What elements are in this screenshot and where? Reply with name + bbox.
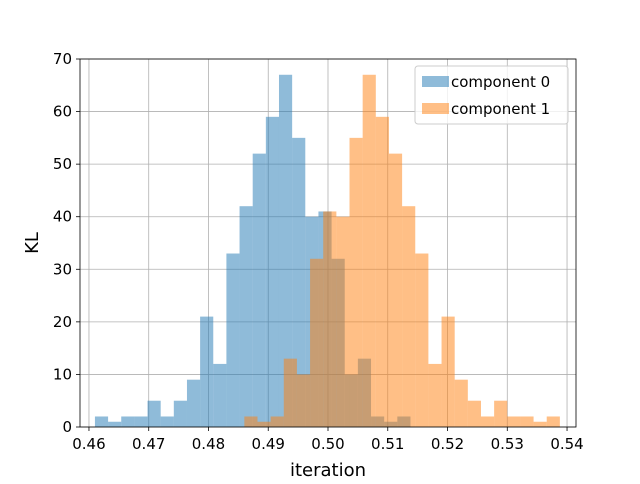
histogram-bar (283, 358, 297, 427)
histogram-bar (252, 153, 266, 427)
histogram-bar (160, 416, 174, 427)
histogram-bar (415, 253, 429, 427)
x-tick-label: 0.50 (311, 435, 344, 453)
histogram-bar (310, 258, 324, 427)
bars (94, 74, 560, 428)
x-tick-label: 0.53 (491, 435, 524, 453)
x-tick-label: 0.49 (252, 435, 285, 453)
histogram-bar (186, 379, 201, 427)
histogram-bar (200, 316, 214, 427)
histogram-bar (480, 416, 495, 427)
x-axis-label: iteration (290, 460, 366, 480)
y-axis-label: KL (22, 232, 43, 254)
y-tick-label: 50 (53, 155, 72, 173)
histogram-bar (533, 421, 547, 427)
histogram-bar (375, 116, 389, 427)
y-tick-label: 0 (62, 418, 72, 436)
x-tick-label: 0.54 (550, 435, 583, 453)
histogram-bar (402, 206, 416, 427)
x-tick-label: 0.48 (192, 435, 225, 453)
histogram-bar (362, 74, 376, 428)
x-tick-label: 0.52 (431, 435, 464, 453)
legend-label: component 0 (451, 73, 550, 91)
histogram-bar (213, 363, 227, 427)
histogram-bar (292, 137, 306, 427)
legend-box (414, 65, 569, 125)
histogram-bar (108, 421, 122, 427)
histogram-bar (173, 400, 187, 427)
histogram-bar (467, 400, 481, 427)
series-1 (244, 74, 560, 428)
histogram-bar (296, 374, 311, 427)
legend-label: component 1 (451, 100, 550, 118)
histogram-bar (239, 206, 253, 427)
y-tick-label: 60 (53, 103, 72, 121)
x-axis-ticks: 0.46 0.47 0.48 0.49 0.50 0.51 0.52 0.53 0.54 (72, 427, 584, 453)
histogram-bar (257, 421, 271, 427)
histogram-bar (454, 379, 468, 427)
histogram-bar (323, 211, 337, 427)
histogram-bar (121, 416, 135, 427)
histogram-bar (349, 137, 363, 427)
histogram-bar (388, 153, 403, 427)
histogram-bar (520, 416, 534, 427)
y-tick-label: 40 (53, 208, 72, 226)
legend-swatch (422, 103, 449, 114)
histogram-bar (226, 253, 240, 427)
histogram-bar (278, 74, 293, 428)
histogram-bar (494, 400, 508, 427)
y-tick-label: 20 (53, 313, 72, 331)
legend-swatch (422, 76, 449, 87)
histogram-bar (441, 316, 455, 427)
y-tick-label: 10 (53, 365, 72, 383)
histogram-bar (265, 116, 279, 427)
x-tick-label: 0.47 (132, 435, 165, 453)
y-tick-label: 30 (53, 260, 72, 278)
histogram-bar (147, 400, 161, 427)
y-axis-ticks: 0 10 20 30 40 50 60 70 (53, 50, 80, 436)
x-tick-label: 0.46 (72, 435, 105, 453)
x-tick-label: 0.51 (371, 435, 404, 453)
histogram-bar (134, 416, 148, 427)
histogram-bar (336, 216, 350, 427)
legend: component 0 component 1 (414, 65, 569, 125)
histogram-bar (270, 416, 284, 427)
histogram-bar (507, 416, 521, 427)
histogram-bar (546, 416, 560, 427)
y-tick-label: 70 (53, 50, 72, 68)
histogram-bar (244, 416, 258, 427)
histogram-bar (428, 363, 442, 427)
histogram-bar (94, 416, 109, 427)
